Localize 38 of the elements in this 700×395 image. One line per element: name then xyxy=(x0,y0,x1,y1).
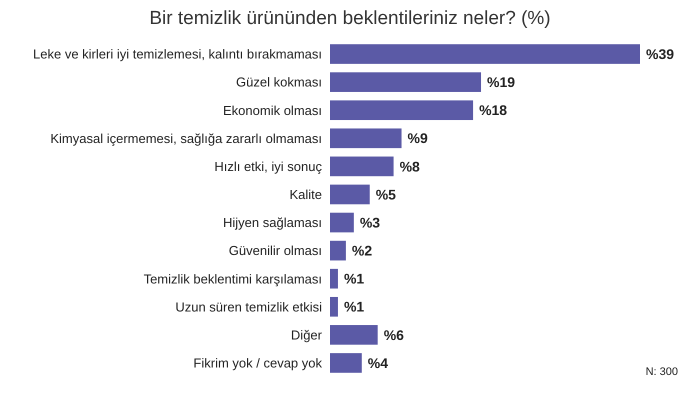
bar xyxy=(330,44,640,64)
y-tick-label: Kalite xyxy=(289,187,322,202)
data-label: %1 xyxy=(344,270,364,287)
data-label: %5 xyxy=(376,186,396,202)
y-tick-label: Uzun süren temizlik etkisi xyxy=(175,299,322,314)
data-label: %19 xyxy=(487,74,516,90)
bar xyxy=(330,268,338,289)
data-label: %2 xyxy=(352,242,372,259)
y-tick-label: Leke ve kirleri iyi temizlemesi, kalıntı bırakmaması xyxy=(33,46,322,62)
bar xyxy=(330,212,354,232)
bar xyxy=(330,240,346,260)
data-label: %4 xyxy=(368,354,388,371)
chart-title: Bir temizlik ürününden beklentileriniz neler? (%) xyxy=(149,8,551,29)
data-label: %18 xyxy=(479,102,508,118)
bar xyxy=(330,353,362,373)
data-label: %39 xyxy=(646,46,674,62)
data-label: %6 xyxy=(384,326,404,343)
y-tick-label: Temizlik beklentimi karşılaması xyxy=(144,271,322,286)
y-tick-label: Kimyasal içermemesi, sağlığa zararlı olmaması xyxy=(50,130,322,146)
data-label: %8 xyxy=(400,158,420,174)
bar xyxy=(330,100,474,120)
bar xyxy=(330,156,394,176)
data-label: %9 xyxy=(408,130,428,146)
y-tick-label: Diğer xyxy=(290,327,323,342)
data-label: %3 xyxy=(360,214,380,230)
bar xyxy=(330,72,482,92)
y-tick-label: Fikrim yok / cevap yok xyxy=(193,356,322,371)
y-tick-label: Hijyen sağlaması xyxy=(223,215,322,230)
bar xyxy=(330,128,402,148)
y-tick-label: Ekonomik olması xyxy=(223,102,322,118)
y-tick-label: Güvenilir olması xyxy=(228,243,322,258)
bar xyxy=(330,184,370,204)
y-tick-label: Hızlı etki, iyi sonuç xyxy=(214,158,322,174)
data-label: %1 xyxy=(344,298,364,315)
text: N: 300 xyxy=(646,366,678,378)
bar xyxy=(330,296,338,317)
bar xyxy=(330,325,378,345)
y-tick-label: Güzel kokması xyxy=(236,74,322,90)
